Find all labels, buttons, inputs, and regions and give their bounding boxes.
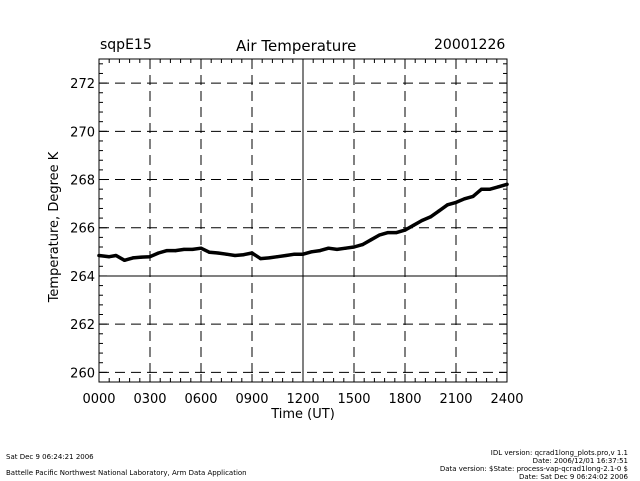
x-axis-label: Time (UT) [270,407,335,422]
data-point [258,256,263,261]
axes: 0000 0300 0600 0900 1200 1500 1800 2100 2400 260 2… [70,58,524,407]
x-tick-label: 2100 [439,392,472,407]
data-point [216,251,220,255]
grid-lines [99,59,507,382]
data-point [250,251,254,255]
y-tick-label: 260 [70,366,95,381]
data-point [165,249,169,253]
footer-data-version: Data version: $State: process-vap-qcrad1… [439,465,628,473]
data-point [182,247,186,252]
footer-idl-version: IDL version: qcrad1long_plots.pro,v 1.1 [490,449,628,457]
data-point [224,252,229,256]
x-tick-label: 0000 [82,392,115,407]
y-tick-label: 268 [70,174,95,189]
data-point [479,187,484,191]
chart-title: Air Temperature [236,37,357,55]
x-tick-label: 1200 [286,392,319,407]
data-point [471,194,475,198]
footer-idl-date: Date: 2006/12/01 16:37:51 [532,457,628,465]
data-point [148,255,152,259]
site-label: sqpE15 [100,37,152,53]
x-tick-label: 0300 [133,392,166,407]
data-point [343,246,348,250]
data-point [420,218,424,223]
data-point [267,256,271,260]
data-point [386,230,390,235]
data-point [131,256,135,260]
data-point [462,197,467,201]
data-point [156,251,161,255]
data-point [377,233,382,237]
y-axis-label: Temperature, Degree K [47,151,62,303]
data-point [488,187,492,191]
data-point [275,255,280,259]
y-tick-label: 266 [70,222,95,237]
data-point [122,258,127,262]
data-point [241,253,246,257]
footer-institution: Battelle Pacific Northwest National Labo… [6,469,247,477]
data-point [107,255,111,259]
y-tick-label: 264 [70,270,95,285]
data-point [326,246,331,250]
data-point [292,252,297,256]
data-point [97,253,101,258]
data-point [454,200,458,205]
data-point [207,250,212,254]
y-tick-label: 270 [70,125,95,140]
data-point [309,250,314,254]
data-point [190,247,195,252]
data-point [139,255,144,259]
data-point [428,215,433,219]
data-point [284,253,288,258]
data-point [233,253,237,258]
data-point [505,182,509,186]
y-tick-label: 272 [70,77,95,92]
data-point [318,249,322,253]
footer-data-date: Date: Sat Dec 9 06:24:02 2006 [519,473,628,481]
data-point [445,203,450,207]
data-point [199,246,203,250]
data-point [403,228,407,232]
x-tick-label: 1500 [337,392,370,407]
data-point [394,230,399,235]
data-point [369,238,373,242]
data-point [173,249,178,253]
data-point [437,209,441,213]
data-point [496,185,501,189]
data-point [411,223,416,227]
footer-run-date: Sat Dec 9 06:24:21 2006 [6,453,94,461]
data-series [97,182,509,263]
data-point [335,247,339,252]
x-tick-label: 2400 [490,392,523,407]
x-tick-label: 0600 [184,392,217,407]
date-label: 20001226 [434,37,506,53]
x-tick-label: 1800 [388,392,421,407]
x-tick-label: 0900 [235,392,268,407]
data-point [352,245,356,249]
data-point [114,253,118,258]
data-point [360,243,365,247]
data-point [301,252,305,256]
y-tick-label: 262 [70,318,95,333]
